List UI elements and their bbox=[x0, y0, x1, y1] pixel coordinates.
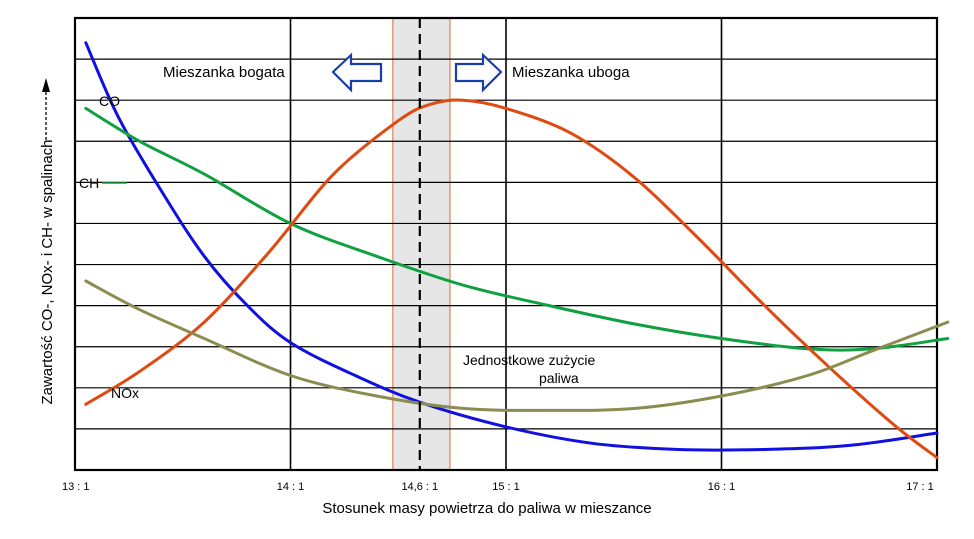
x-tick-label: 16 : 1 bbox=[708, 481, 736, 493]
series-line-ch bbox=[84, 106, 950, 352]
region-rich: Mieszanka bogata bbox=[163, 52, 383, 93]
grid bbox=[75, 18, 937, 470]
x-axis-label: Stosunek masy powietrza do paliwa w mies… bbox=[322, 500, 651, 517]
x-tick-label: 14 : 1 bbox=[277, 481, 305, 493]
arrow-up-icon bbox=[42, 78, 50, 92]
nox-label: NOx bbox=[111, 385, 139, 401]
series-lines bbox=[84, 41, 950, 460]
arrow-right-icon bbox=[454, 52, 503, 93]
co-label: CO bbox=[99, 93, 120, 109]
plot-frame bbox=[73, 16, 939, 472]
x-tick-label: 13 : 1 bbox=[62, 481, 90, 493]
ch-label: CH bbox=[79, 175, 99, 191]
arrow-left-icon bbox=[331, 52, 383, 93]
x-tick-label: 15 : 1 bbox=[492, 481, 520, 493]
x-tick-labels: 13 : 1 14 : 1 14,6 : 1 15 : 1 16 : 1 17 : 1 bbox=[62, 481, 934, 493]
series-line-nox bbox=[84, 98, 939, 460]
series-line-co bbox=[84, 41, 939, 452]
fuel-label-line1: Jednostkowe zużycie bbox=[463, 352, 596, 368]
y-axis-label: Zawartość CO-, NOx- i CH- w spalinach bbox=[39, 139, 56, 404]
series-line-jednostkowe-zu-ycie-paliwa bbox=[84, 279, 950, 412]
region-lean-label: Mieszanka uboga bbox=[512, 64, 630, 81]
fuel-label-line2: paliwa bbox=[539, 370, 579, 386]
x-tick-label: 14,6 : 1 bbox=[401, 481, 438, 493]
frame-border bbox=[73, 16, 939, 472]
region-lean: Mieszanka uboga bbox=[454, 52, 630, 93]
region-rich-label: Mieszanka bogata bbox=[163, 64, 285, 81]
x-tick-label: 17 : 1 bbox=[906, 481, 934, 493]
y-axis-arrow bbox=[42, 78, 50, 140]
